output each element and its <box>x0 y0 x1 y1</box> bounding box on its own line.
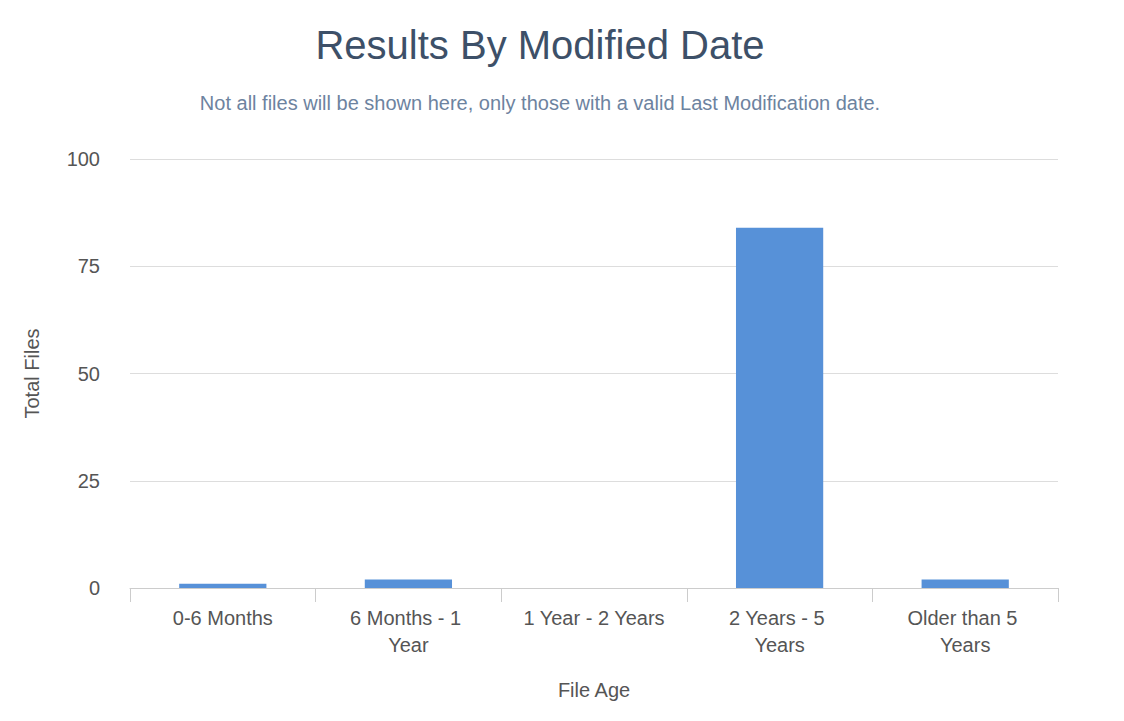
svg-text:50: 50 <box>78 363 100 385</box>
svg-text:75: 75 <box>78 255 100 277</box>
svg-text:Years: Years <box>940 634 990 656</box>
svg-text:100: 100 <box>67 148 100 170</box>
svg-text:Older than 5: Older than 5 <box>907 607 1023 629</box>
svg-text:Results By Modified Date: Results By Modified Date <box>315 23 764 67</box>
svg-text:Years: Years <box>754 634 804 656</box>
svg-text:File Age: File Age <box>558 679 630 701</box>
svg-text:Not all files will be shown he: Not all files will be shown here, only t… <box>200 92 880 114</box>
svg-text:Total Files: Total Files <box>21 328 43 418</box>
svg-text:2 Years - 5: 2 Years - 5 <box>729 607 830 629</box>
svg-text:0-6 Months: 0-6 Months <box>173 607 273 629</box>
svg-text:1 Year - 2 Years: 1 Year - 2 Years <box>523 607 664 629</box>
svg-text:Year: Year <box>388 634 429 656</box>
svg-text:25: 25 <box>78 470 100 492</box>
svg-text:6 Months - 1: 6 Months - 1 <box>350 607 467 629</box>
svg-text:0: 0 <box>89 577 100 599</box>
